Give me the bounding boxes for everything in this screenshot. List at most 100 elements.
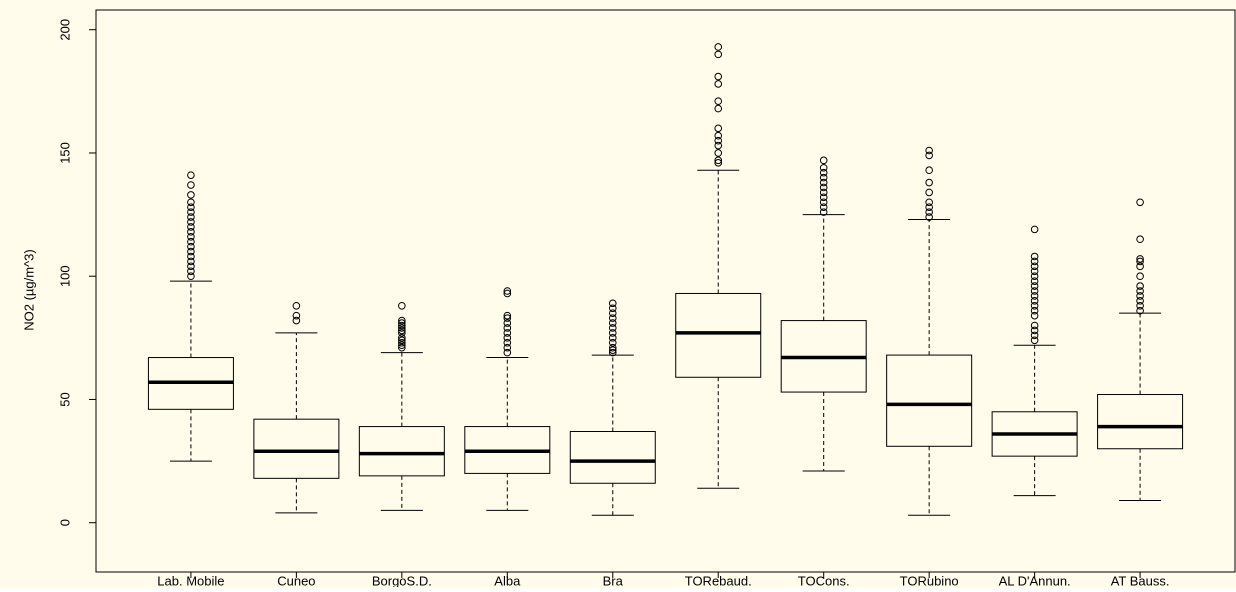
outlier: [187, 232, 195, 241]
outlier: [503, 334, 512, 342]
outlier: [187, 218, 195, 226]
box: [675, 292, 762, 378]
outlier: [503, 287, 512, 295]
outlier: [608, 304, 617, 313]
x-tick-label: Cuneo: [277, 573, 315, 587]
outlier: [925, 178, 933, 187]
outlier: [714, 124, 723, 133]
x-tick-label: TORubino: [900, 573, 959, 587]
outlier: [187, 267, 195, 276]
box: [1097, 394, 1184, 450]
outlier: [819, 183, 828, 192]
y-tick-label: 0: [57, 519, 72, 526]
outlier: [819, 168, 828, 177]
outlier: [608, 338, 617, 347]
outlier: [1136, 287, 1144, 295]
box: [569, 431, 656, 484]
outlier: [292, 316, 301, 325]
outlier: [1136, 198, 1144, 207]
outlier: [398, 319, 406, 327]
outlier: [398, 301, 406, 310]
outlier: [819, 156, 828, 165]
outlier: [714, 80, 723, 88]
y-axis-label: NO2 (µg/m^3): [21, 249, 36, 331]
outlier: [503, 319, 512, 327]
box: [253, 418, 340, 479]
x-tick-label: TOCons.: [798, 573, 850, 587]
outlier: [187, 181, 195, 189]
outlier: [187, 237, 195, 246]
outlier: [187, 171, 195, 179]
outlier: [398, 316, 406, 325]
outlier: [819, 163, 828, 172]
outlier: [714, 141, 723, 150]
outlier: [714, 136, 723, 145]
outlier: [503, 329, 512, 337]
outlier: [187, 203, 195, 211]
outlier: [714, 131, 723, 140]
outlier: [187, 242, 195, 251]
outlier: [503, 314, 512, 322]
outlier: [819, 173, 828, 182]
outlier: [187, 213, 195, 221]
outlier: [819, 203, 828, 211]
outlier: [1136, 235, 1144, 244]
outlier: [608, 343, 617, 352]
outlier: [398, 341, 406, 350]
outlier: [819, 178, 828, 187]
outlier: [1136, 255, 1144, 263]
outlier: [608, 348, 617, 357]
outlier: [398, 334, 406, 342]
outlier: [1030, 267, 1039, 276]
outlier: [398, 326, 406, 335]
outlier: [187, 191, 195, 199]
outlier: [1030, 262, 1039, 271]
outlier: [398, 338, 406, 347]
outlier: [398, 329, 406, 337]
outlier: [714, 159, 723, 167]
outlier: [925, 151, 933, 160]
outlier: [714, 50, 723, 59]
x-tick-label: BorgoS.D.: [372, 573, 432, 587]
x-tick-label: Lab. Mobile: [157, 573, 224, 587]
outlier: [187, 272, 195, 281]
outlier: [925, 198, 933, 207]
x-tick-label: AT Bauss.: [1111, 573, 1170, 587]
outlier: [1136, 282, 1144, 290]
outlier: [1136, 257, 1144, 266]
outlier: [1030, 297, 1039, 305]
outlier: [714, 72, 723, 81]
y-tick-label: 100: [57, 265, 72, 287]
x-tick-label: Bra: [603, 573, 624, 587]
outlier: [819, 193, 828, 202]
outlier: [608, 299, 617, 308]
x-tick-label: Alba: [494, 573, 521, 587]
outlier: [1030, 311, 1039, 320]
outlier: [1136, 272, 1144, 281]
outlier: [1030, 252, 1039, 261]
outlier: [503, 324, 512, 332]
outlier: [608, 334, 617, 342]
outlier: [398, 324, 406, 332]
outlier: [714, 104, 723, 113]
outlier: [819, 198, 828, 207]
outlier: [187, 228, 195, 236]
outlier: [608, 329, 617, 337]
outlier: [714, 43, 723, 51]
outlier: [1030, 321, 1039, 330]
plot-frame: [95, 9, 1236, 573]
y-tick-label: 50: [57, 392, 72, 406]
outlier: [1030, 225, 1039, 234]
outlier: [925, 146, 933, 155]
outlier: [187, 247, 195, 256]
outlier: [292, 311, 301, 320]
outlier: [187, 198, 195, 207]
box: [886, 354, 973, 447]
outlier: [187, 262, 195, 271]
outlier: [503, 338, 512, 347]
outlier: [187, 208, 195, 216]
outlier: [1030, 282, 1039, 290]
outlier: [608, 319, 617, 327]
